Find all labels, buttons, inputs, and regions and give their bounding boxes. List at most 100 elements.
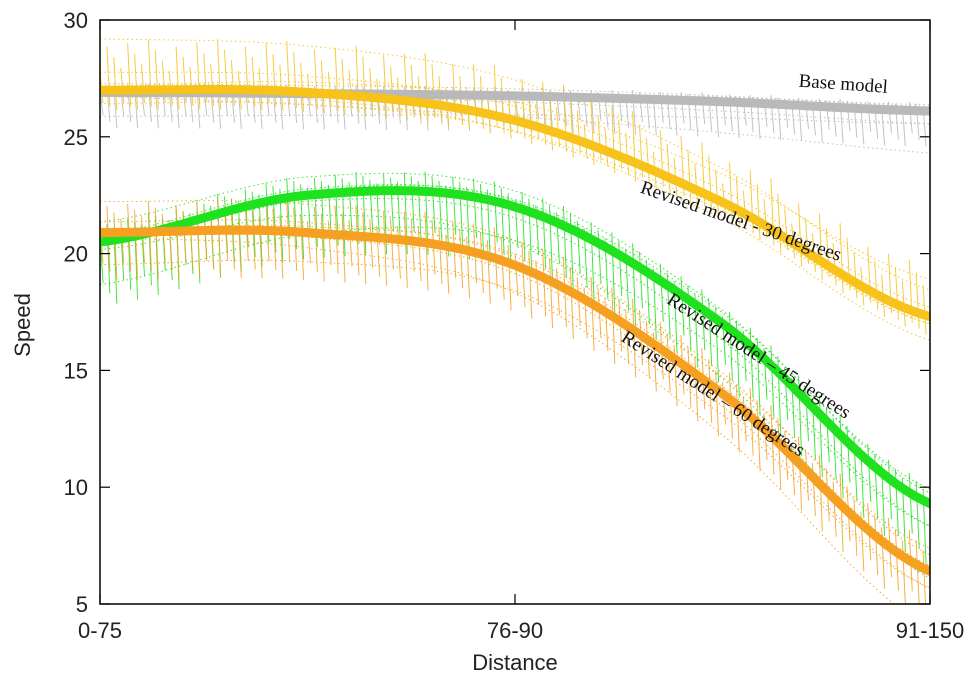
ensemble-stroke [542, 81, 547, 145]
ensemble-dotted-curve [100, 232, 930, 589]
ensemble-stroke [348, 219, 353, 267]
ensemble-stroke [113, 57, 118, 110]
ensemble-stroke [611, 287, 616, 364]
series-bands [100, 38, 930, 604]
ensemble-stroke [922, 550, 927, 604]
ensemble-dotted-curve [100, 96, 930, 154]
ensemble-stroke [113, 212, 118, 281]
series-label: Revised model – 60 degrees [617, 327, 808, 461]
y-axis-title: Speed [10, 293, 35, 357]
ensemble-stroke [735, 176, 740, 230]
ensemble-stroke [632, 111, 637, 182]
ensemble-stroke [832, 243, 837, 286]
ensemble-stroke [341, 212, 346, 283]
ensemble-stroke [728, 311, 733, 382]
ensemble-stroke [708, 155, 713, 213]
ensemble-stroke [715, 370, 720, 437]
ensemble-stroke [604, 298, 609, 351]
ensemble-stroke [908, 472, 913, 534]
ensemble-stroke [134, 53, 139, 110]
ensemble-stroke [818, 455, 823, 532]
ensemble-dotted-curve [100, 237, 895, 604]
ensemble-stroke [161, 213, 166, 263]
series-label: Revised model – 45 degrees [663, 289, 854, 423]
ensemble-stroke [625, 309, 630, 365]
ensemble-stroke [396, 225, 401, 279]
ensemble-stroke [549, 94, 554, 151]
ensemble-stroke [535, 103, 540, 140]
x-tick-label: 91-150 [896, 618, 965, 643]
ensemble-stroke [410, 176, 415, 232]
ensemble-stroke [196, 202, 201, 279]
ensemble-stroke [521, 241, 526, 308]
x-tick-label: 0-75 [78, 618, 122, 643]
ensemble-stroke [839, 473, 844, 552]
series-line [100, 225, 930, 576]
ensemble-stroke [154, 207, 159, 280]
ensemble-stroke [320, 213, 325, 282]
ensemble-stroke [535, 260, 540, 305]
ensemble-stroke [798, 436, 803, 511]
ensemble-stroke [888, 459, 892, 520]
ensemble-stroke [500, 77, 505, 134]
ensemble-stroke [645, 321, 650, 379]
ensemble-stroke [196, 42, 201, 110]
ensemble-stroke [217, 39, 222, 110]
ensemble-stroke [320, 60, 325, 114]
y-tick-label: 20 [64, 242, 88, 267]
ensemble-stroke [327, 71, 332, 107]
ensemble-stroke [915, 540, 920, 604]
ensemble-stroke [334, 206, 339, 274]
ensemble-stroke [832, 481, 837, 537]
ensemble-stroke [922, 285, 927, 335]
ensemble-stroke [230, 212, 235, 270]
ensemble-stroke [666, 333, 671, 393]
ensemble-stroke [507, 244, 512, 311]
ensemble-dotted-curve [100, 200, 930, 556]
ensemble-stroke [383, 55, 388, 119]
ensemble-stroke [915, 272, 920, 329]
ensemble-stroke [348, 69, 353, 109]
ensemble-stroke [715, 169, 720, 219]
y-tick-label: 10 [64, 475, 88, 500]
ensemble-stroke [874, 260, 879, 310]
ensemble-stroke [618, 240, 623, 296]
ensemble-stroke [749, 327, 754, 399]
ensemble-stroke [562, 205, 567, 278]
ensemble-stroke [210, 63, 215, 106]
ensemble-stroke [659, 263, 664, 322]
ensemble-stroke [632, 298, 637, 378]
ensemble-dotted-curve [100, 259, 930, 589]
ensemble-stroke [313, 206, 318, 273]
ensemble-stroke [362, 56, 367, 117]
ensemble-stroke [576, 277, 581, 327]
ensemble-stroke [556, 268, 560, 315]
ensemble-dotted-curve [100, 83, 930, 107]
ensemble-stroke [915, 481, 920, 550]
ensemble-stroke [300, 62, 305, 112]
series-line [100, 85, 930, 322]
ensemble-stroke [424, 52, 429, 124]
ensemble-stroke [645, 138, 650, 184]
ensemble-stroke [735, 384, 740, 453]
ensemble-stroke [293, 207, 298, 271]
ensemble-stroke [901, 540, 906, 604]
ensemble-stroke [874, 515, 879, 575]
y-tick-label: 15 [64, 358, 88, 383]
ensemble-stroke [272, 54, 277, 107]
ensemble-stroke [120, 67, 125, 103]
ensemble-stroke [770, 345, 775, 418]
ensemble-stroke [521, 79, 526, 139]
ensemble-stroke [597, 114, 602, 161]
ensemble-stroke [486, 240, 491, 304]
ensemble-stroke [452, 176, 457, 235]
y-tick-label: 30 [64, 8, 88, 33]
ensemble-stroke [742, 396, 747, 442]
ensemble-stroke [175, 46, 180, 110]
ensemble-stroke [687, 346, 692, 408]
ensemble-stroke [500, 236, 505, 300]
ensemble-stroke [134, 210, 139, 280]
ensemble-stroke [230, 60, 235, 106]
ensemble-dotted-curve [100, 38, 930, 291]
ensemble-stroke [383, 211, 388, 286]
